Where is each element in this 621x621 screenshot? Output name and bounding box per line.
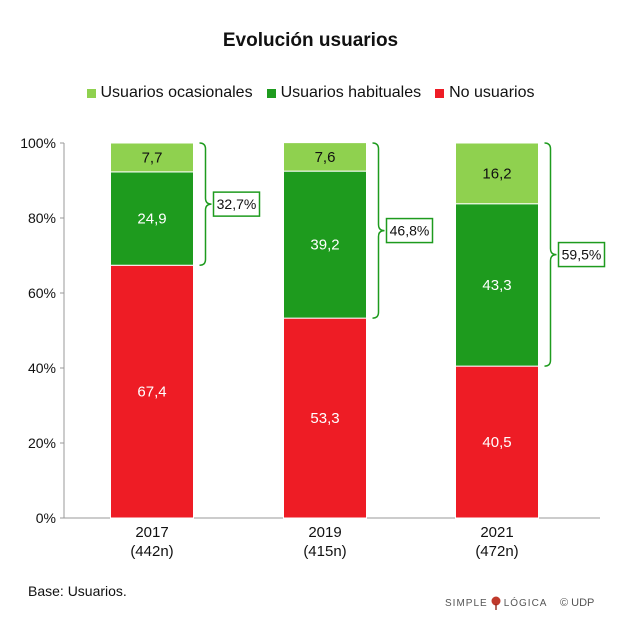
bracket: [199, 142, 212, 266]
brand-left-text: SIMPLE: [445, 597, 488, 609]
legend-label: Usuarios ocasionales: [100, 84, 253, 101]
total-label: 46,8%: [390, 223, 430, 239]
x-tick-label: 2021: [480, 524, 513, 541]
copyright: © UDP: [560, 597, 595, 609]
bar-no-usuarios-2017: [110, 264, 194, 519]
total-box: [385, 217, 434, 244]
bracket: [544, 142, 557, 367]
y-tick-label: 40%: [28, 360, 56, 376]
total-label: 32,7%: [217, 196, 257, 212]
legend-item-usuarios-ocasionales: Usuarios ocasionales: [86, 84, 253, 102]
legend-label: Usuarios habituales: [280, 84, 422, 101]
x-tick-sublabel: (442n): [130, 543, 173, 560]
x-tick-sublabel: (415n): [303, 543, 346, 560]
bar-usuarios-ocasionales-2019: [283, 142, 367, 172]
data-label: 43,3: [482, 277, 511, 294]
bar-usuarios-habituales-2021: [455, 203, 539, 367]
data-label: 53,3: [310, 410, 339, 427]
bar-no-usuarios-2019: [283, 317, 367, 519]
data-label: 7,6: [315, 149, 336, 166]
brand-right-text: LÓGICA: [503, 597, 548, 609]
x-tick-sublabel: (472n): [475, 543, 518, 560]
total-box: [212, 191, 261, 217]
data-label: 16,2: [482, 165, 511, 182]
legend-label: No usuarios: [449, 84, 535, 101]
bracket: [372, 142, 385, 319]
legend-item-usuarios-habituales: Usuarios habituales: [266, 84, 422, 102]
x-tick-label: 2017: [135, 524, 168, 541]
total-label: 59,5%: [562, 247, 602, 263]
bar-usuarios-ocasionales-2021: [455, 142, 539, 205]
legend-swatch: [435, 88, 445, 98]
brand-logo: SIMPLE LÓGICA: [445, 596, 547, 610]
x-tick-label: 2019: [308, 524, 341, 541]
y-tick-label: 60%: [28, 285, 56, 301]
legend-item-no-usuarios: No usuarios: [435, 84, 534, 102]
bar-no-usuarios-2021: [455, 365, 539, 519]
chart-title: Evolución usuarios: [222, 30, 399, 51]
bar-usuarios-ocasionales-2017: [110, 142, 194, 173]
legend-swatch: [86, 88, 96, 98]
bar-usuarios-habituales-2019: [283, 170, 367, 319]
legend: Usuarios ocasionales Usuarios habituales N…: [0, 84, 621, 102]
data-label: 67,4: [137, 384, 166, 401]
bar-usuarios-habituales-2017: [110, 171, 194, 266]
total-box: [557, 241, 606, 268]
y-tick-label: 80%: [28, 210, 56, 226]
data-label: 7,7: [142, 149, 163, 166]
tree-icon: [491, 596, 501, 610]
y-tick-label: 100%: [20, 135, 56, 151]
data-label: 24,9: [137, 211, 166, 228]
data-label: 40,5: [482, 434, 511, 451]
footnote: Base: Usuarios.: [28, 583, 127, 599]
y-tick-label: 0%: [36, 510, 56, 526]
y-tick-label: 20%: [28, 435, 56, 451]
legend-swatch: [266, 88, 276, 98]
data-label: 39,2: [310, 237, 339, 254]
